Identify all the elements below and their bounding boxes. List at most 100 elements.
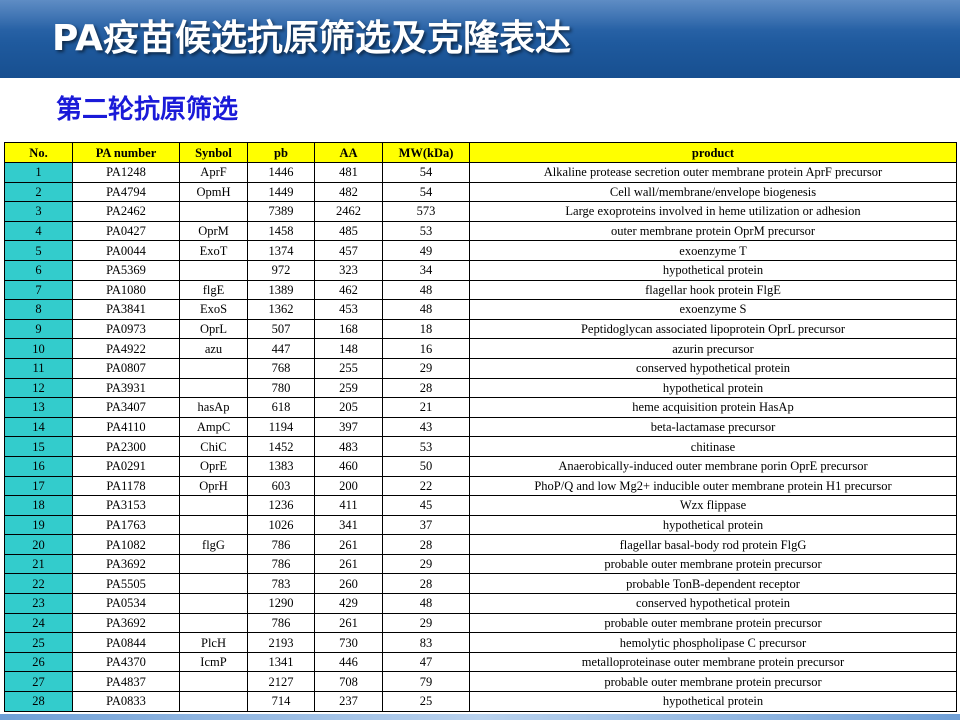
table-body: 1 PA1248 AprF 1446 481 54 Alkaline protease se…: [4, 162, 957, 712]
cell-pb: 1452: [247, 436, 315, 457]
table-row: 18 PA3153 1236 411 45 Wzx flippase: [4, 495, 957, 516]
cell-product: hemolytic phospholipase C precursor: [469, 632, 957, 653]
cell-pa-number: PA3153: [72, 495, 180, 516]
cell-pa-number: PA0427: [72, 220, 180, 242]
cell-no: 28: [4, 691, 73, 712]
cell-product: Peptidoglycan associated lipoprotein Opr…: [469, 318, 957, 340]
cell-no: 15: [4, 436, 73, 457]
cell-aa: 323: [314, 259, 383, 281]
cell-aa: 341: [314, 514, 383, 536]
cell-pb: 1446: [247, 162, 315, 183]
header-mw: MW(kDa): [382, 142, 470, 163]
cell-mw: 49: [382, 240, 470, 261]
cell-pa-number: PA4837: [72, 671, 180, 693]
cell-pa-number: PA5369: [72, 259, 180, 281]
cell-product: Wzx flippase: [469, 495, 957, 516]
cell-product: Cell wall/membrane/envelope biogenesis: [469, 181, 957, 203]
cell-no: 22: [4, 573, 73, 595]
title-bar-shine: [0, 0, 960, 30]
cell-no: 12: [4, 377, 73, 399]
cell-pb: 1362: [247, 299, 315, 320]
header-aa: AA: [314, 142, 383, 163]
table-row: 2 PA4794 OpmH 1449 482 54 Cell wall/membrane/e…: [4, 181, 957, 203]
cell-mw: 48: [382, 593, 470, 614]
cell-no: 27: [4, 671, 73, 693]
cell-pa-number: PA3841: [72, 299, 180, 320]
table-row: 13 PA3407 hasAp 618 205 21 heme acquisition pr…: [4, 397, 957, 418]
cell-pa-number: PA5505: [72, 573, 180, 595]
cell-aa: 446: [314, 651, 383, 673]
section-subtitle: 第二轮抗原筛选: [56, 95, 239, 125]
cell-product: hypothetical protein: [469, 691, 957, 712]
cell-product: hypothetical protein: [469, 259, 957, 281]
cell-aa: 2462: [314, 201, 383, 222]
cell-mw: 34: [382, 259, 470, 281]
cell-pb: 2127: [247, 671, 315, 693]
cell-no: 25: [4, 632, 73, 653]
cell-pb: 972: [247, 259, 315, 281]
cell-pa-number: PA3407: [72, 397, 180, 418]
table-row: 15 PA2300 ChiC 1452 483 53 chitinase: [4, 436, 957, 457]
header-pa-number: PA number: [72, 142, 180, 163]
antigen-table-container: No. PA number Synbol pb AA MW(kDa) produ…: [4, 142, 957, 712]
cell-aa: 481: [314, 162, 383, 183]
table-row: 25 PA0844 PlcH 2193 730 83 hemolytic phospholi…: [4, 632, 957, 653]
cell-symbol: flgG: [179, 534, 248, 555]
table-row: 17 PA1178 OprH 603 200 22 PhoP/Q and low Mg2+ …: [4, 475, 957, 497]
cell-symbol: [179, 671, 248, 693]
header-product: product: [469, 142, 957, 163]
cell-symbol: AprF: [179, 162, 248, 183]
cell-product: outer membrane protein OprM precursor: [469, 220, 957, 242]
cell-no: 16: [4, 455, 73, 477]
cell-pb: 714: [247, 691, 315, 712]
cell-product: exoenzyme T: [469, 240, 957, 261]
cell-aa: 168: [314, 318, 383, 340]
header-no: No.: [4, 142, 73, 163]
cell-aa: 457: [314, 240, 383, 261]
table-row: 23 PA0534 1290 429 48 conserved hypothetical …: [4, 593, 957, 614]
cell-product: azurin precursor: [469, 338, 957, 359]
table-row: 8 PA3841 ExoS 1362 453 48 exoenzyme S: [4, 299, 957, 320]
cell-mw: 37: [382, 514, 470, 536]
cell-symbol: [179, 201, 248, 222]
table-row: 26 PA4370 IcmP 1341 446 47 metalloproteinase o…: [4, 651, 957, 673]
table-row: 3 PA2462 7389 2462 573 Large exoproteins invo…: [4, 201, 957, 222]
cell-symbol: IcmP: [179, 651, 248, 673]
cell-product: probable TonB-dependent receptor: [469, 573, 957, 595]
cell-aa: 460: [314, 455, 383, 477]
cell-product: heme acquisition protein HasAp: [469, 397, 957, 418]
cell-no: 2: [4, 181, 73, 203]
cell-no: 14: [4, 416, 73, 438]
cell-symbol: [179, 612, 248, 634]
table-row: 5 PA0044 ExoT 1374 457 49 exoenzyme T: [4, 240, 957, 261]
cell-pa-number: PA3692: [72, 612, 180, 634]
cell-pa-number: PA4794: [72, 181, 180, 203]
cell-aa: 453: [314, 299, 383, 320]
cell-pa-number: PA4110: [72, 416, 180, 438]
cell-aa: 261: [314, 553, 383, 575]
table-row: 19 PA1763 1026 341 37 hypothetical protein: [4, 514, 957, 536]
cell-product: Large exoproteins involved in heme utili…: [469, 201, 957, 222]
cell-pb: 1341: [247, 651, 315, 673]
cell-product: conserved hypothetical protein: [469, 593, 957, 614]
cell-mw: 29: [382, 612, 470, 634]
cell-pa-number: PA2300: [72, 436, 180, 457]
cell-mw: 48: [382, 279, 470, 301]
cell-aa: 483: [314, 436, 383, 457]
cell-symbol: OprL: [179, 318, 248, 340]
cell-pb: 507: [247, 318, 315, 340]
cell-symbol: OpmH: [179, 181, 248, 203]
cell-aa: 482: [314, 181, 383, 203]
cell-symbol: [179, 553, 248, 575]
cell-pb: 447: [247, 338, 315, 359]
table-row: 21 PA3692 786 261 29 probable outer membrane …: [4, 553, 957, 575]
cell-symbol: ChiC: [179, 436, 248, 457]
cell-symbol: ExoS: [179, 299, 248, 320]
cell-pa-number: PA1763: [72, 514, 180, 536]
cell-no: 10: [4, 338, 73, 359]
bottom-decoration-strip: [0, 714, 960, 720]
antigen-table: No. PA number Synbol pb AA MW(kDa) produ…: [4, 142, 957, 712]
cell-pa-number: PA0534: [72, 593, 180, 614]
table-row: 20 PA1082 flgG 786 261 28 flagellar basal-body…: [4, 534, 957, 555]
cell-mw: 53: [382, 436, 470, 457]
